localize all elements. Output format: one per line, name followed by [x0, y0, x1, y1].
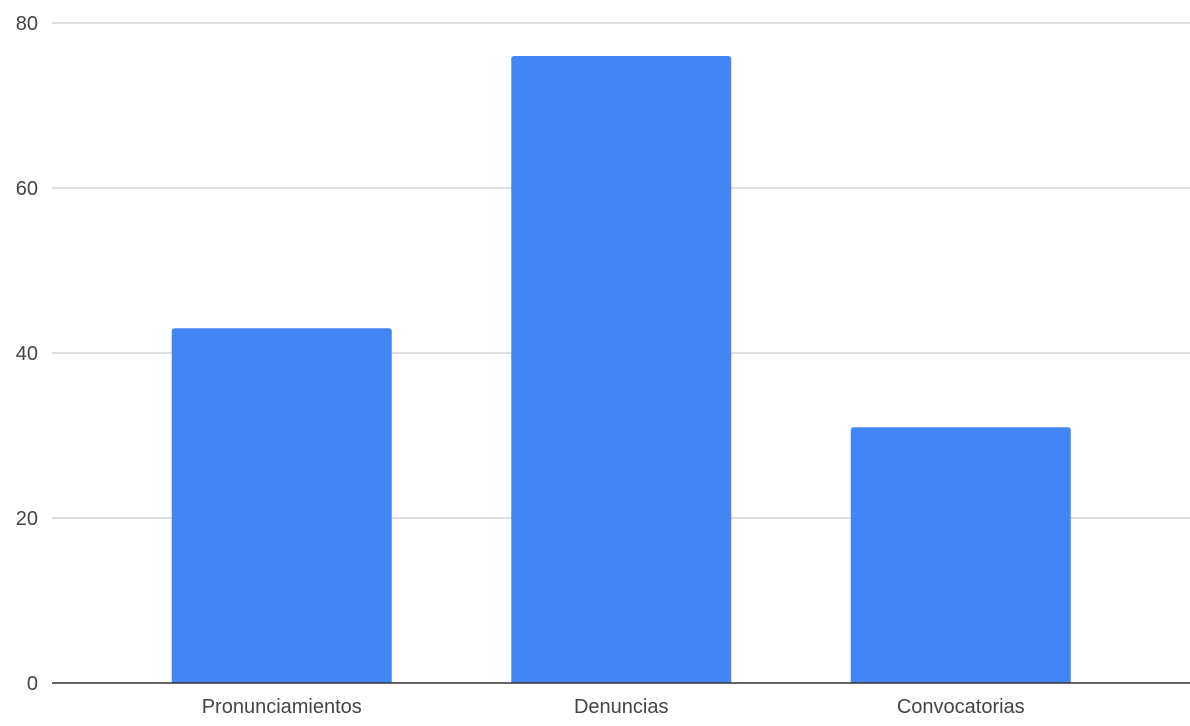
bar-denuncias: [511, 56, 732, 683]
x-tick-label: Convocatorias: [897, 696, 1025, 718]
bars: [171, 56, 1071, 683]
x-axis-labels: Pronunciamientos Denuncias Convocatorias: [202, 696, 1025, 718]
y-tick-label: 40: [16, 343, 38, 365]
y-tick-label: 0: [27, 673, 38, 695]
y-tick-label: 60: [16, 178, 38, 200]
x-tick-label: Pronunciamientos: [202, 696, 362, 718]
bar-convocatorias: [850, 427, 1071, 683]
y-tick-label: 20: [16, 508, 38, 530]
x-tick-label: Denuncias: [574, 696, 669, 718]
y-axis-ticks: 0 20 40 60 80: [16, 13, 38, 695]
bar-pronunciamientos: [171, 328, 392, 683]
y-tick-label: 80: [16, 13, 38, 35]
